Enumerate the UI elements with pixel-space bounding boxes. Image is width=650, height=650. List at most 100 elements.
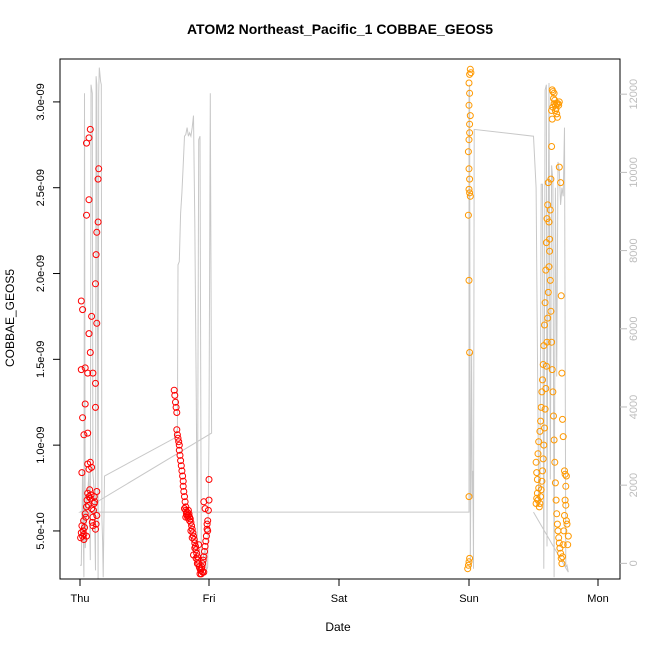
data-point-series-1 xyxy=(79,527,87,535)
data-point-series-1 xyxy=(79,306,87,314)
data-point-series-2 xyxy=(546,276,554,284)
data-point-series-2 xyxy=(465,493,473,501)
data-point-series-1 xyxy=(180,488,188,495)
data-point-series-2 xyxy=(532,458,540,466)
data-point-series-2 xyxy=(535,503,543,511)
data-point-series-2 xyxy=(466,189,474,197)
data-point-series-1 xyxy=(188,525,196,533)
data-point-series-2 xyxy=(547,175,555,183)
data-point-series-1 xyxy=(86,458,94,466)
data-point-series-2 xyxy=(465,185,473,193)
data-point-series-1 xyxy=(86,494,94,502)
y-tick-label: 1.5e-09 xyxy=(35,341,47,378)
y-tick-label: 2.5e-09 xyxy=(35,169,47,206)
data-point-series-1 xyxy=(190,551,197,559)
data-point-series-2 xyxy=(537,417,545,425)
data-point-series-1 xyxy=(85,196,93,204)
data-point-series-2 xyxy=(563,520,571,528)
x-tick-label: Sun xyxy=(459,593,479,605)
data-point-series-1 xyxy=(84,369,92,377)
data-point-series-1 xyxy=(170,386,178,394)
data-point-series-1 xyxy=(92,379,99,387)
data-point-series-1 xyxy=(193,560,201,568)
data-point-series-2 xyxy=(555,163,563,171)
data-point-series-2 xyxy=(467,69,475,77)
data-point-series-1 xyxy=(80,431,88,439)
y-tick-label: 3.0e-09 xyxy=(35,83,47,120)
data-point-series-2 xyxy=(539,376,546,384)
data-point-series-1 xyxy=(93,228,101,236)
data-point-series-1 xyxy=(173,426,181,434)
data-point-series-2 xyxy=(548,366,556,374)
data-point-series-2 xyxy=(465,101,473,109)
data-point-series-2 xyxy=(553,520,561,528)
y-axis: 5.0e-10 1.0e-09 1.5e-09 2.0e-09 2.5e-09 3.0e-… xyxy=(35,83,60,550)
data-point-series-2 xyxy=(559,415,566,423)
data-point-series-2 xyxy=(537,486,545,494)
data-point-series-2 xyxy=(562,517,570,525)
data-point-series-2 xyxy=(550,95,557,102)
data-point-series-1 xyxy=(200,498,208,506)
y-axis-label: COBBAE_GEOS5 xyxy=(3,269,17,367)
data-point-series-2 xyxy=(561,470,569,478)
data-point-series-1 xyxy=(199,560,207,568)
data-point-series-2 xyxy=(551,479,559,487)
data-point-series-2 xyxy=(558,560,566,568)
data-point-series-1 xyxy=(175,446,183,454)
data-point-series-1 xyxy=(179,482,187,490)
data-point-series-1 xyxy=(89,513,97,521)
data-point-series-2 xyxy=(546,247,554,255)
data-point-series-1 xyxy=(178,467,186,475)
data-point-series-2 xyxy=(550,89,558,97)
data-point-series-1 xyxy=(204,527,212,535)
altitude-trace xyxy=(78,67,569,580)
data-point-series-1 xyxy=(92,403,99,411)
data-point-series-1 xyxy=(186,517,194,525)
right-tick-label: 12000 xyxy=(628,79,640,110)
data-point-series-2 xyxy=(538,477,546,485)
data-point-series-1 xyxy=(81,524,88,531)
right-tick-label: 2000 xyxy=(628,473,640,497)
data-point-series-1 xyxy=(188,534,196,542)
right-axis: 0 2000 4000 6000 8000 10000 12000 xyxy=(620,79,640,566)
data-point-series-2 xyxy=(536,427,544,435)
data-point-series-1 xyxy=(197,570,205,578)
data-point-series-2 xyxy=(548,338,556,346)
data-point-series-2 xyxy=(548,107,556,114)
data-point-series-1 xyxy=(93,488,101,495)
data-point-series-2 xyxy=(548,143,556,150)
data-point-series-1 xyxy=(85,493,93,501)
data-point-series-1 xyxy=(94,175,102,183)
data-point-series-2 xyxy=(559,553,566,561)
data-point-series-1 xyxy=(93,319,101,327)
chart-title: ATOM2 Northeast_Pacific_1 COBBAE_GEOS5 xyxy=(187,21,493,37)
data-point-series-2 xyxy=(557,292,565,300)
data-point-series-2 xyxy=(554,527,562,535)
data-point-series-2 xyxy=(557,179,565,187)
data-point-series-1 xyxy=(80,517,88,525)
y-tick-label: 5.0e-10 xyxy=(35,512,47,549)
data-point-series-2 xyxy=(541,405,549,413)
data-point-series-2 xyxy=(465,558,473,566)
data-point-series-2 xyxy=(539,467,546,475)
data-point-series-1 xyxy=(179,477,187,485)
data-point-series-2 xyxy=(543,215,551,223)
data-point-series-2 xyxy=(561,467,568,475)
data-point-series-2 xyxy=(553,113,561,121)
data-point-series-2 xyxy=(466,349,474,356)
data-point-series-1 xyxy=(187,518,195,526)
data-point-series-1 xyxy=(78,469,86,477)
data-point-series-2 xyxy=(465,79,473,87)
data-point-series-2 xyxy=(564,532,572,540)
data-point-series-1 xyxy=(89,522,97,530)
data-point-series-2 xyxy=(549,88,557,96)
y-tick-label: 1.0e-09 xyxy=(35,426,47,463)
data-point-series-1 xyxy=(88,463,96,471)
x-axis: Thu Fri Sat Sun Mon xyxy=(71,578,609,605)
data-point-series-1 xyxy=(77,366,85,374)
data-point-series-2 xyxy=(559,433,567,441)
data-point-series-1 xyxy=(187,527,195,535)
data-point-series-1 xyxy=(77,297,85,305)
data-point-series-2 xyxy=(541,424,548,432)
data-point-series-1 xyxy=(92,280,99,288)
